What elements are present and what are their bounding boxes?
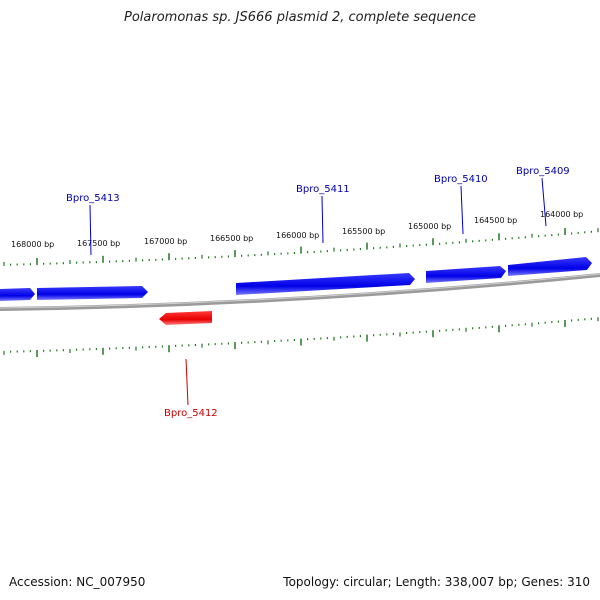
tick-label-164500: 164500 bp	[474, 216, 517, 225]
upper-tick-rail	[3, 228, 599, 266]
lower-tick-rail	[3, 317, 599, 357]
tick-label-165500: 165500 bp	[342, 227, 385, 236]
map-title: Polaromonas sp. JS666 plasmid 2, complet…	[123, 10, 476, 25]
gene-arrow-bpro-5413[interactable]	[37, 286, 148, 300]
gene-arrow-bpro-5409[interactable]	[508, 257, 592, 276]
tick-label-167000: 167000 bp	[144, 237, 187, 246]
tick-label-164000: 164000 bp	[540, 210, 583, 219]
leader-line-bpro-5412	[185, 358, 189, 406]
leader-line-bpro-5410	[460, 185, 464, 235]
tick-label-165000: 165000 bp	[408, 222, 451, 231]
gene-label-bpro-5411[interactable]: Bpro_5411	[296, 184, 350, 195]
tick-label-166000: 166000 bp	[276, 231, 319, 240]
accession-label: Accession: NC_007950	[9, 575, 146, 589]
tick-label-167500: 167500 bp	[77, 239, 120, 248]
gene-arrow-bpro-5411[interactable]	[236, 273, 415, 295]
gene-label-bpro-5410[interactable]: Bpro_5410	[434, 174, 488, 185]
gene-label-bpro-5413[interactable]: Bpro_5413	[66, 193, 120, 204]
tick-label-166500: 166500 bp	[210, 234, 253, 243]
gene-arrow-left-partial[interactable]	[0, 288, 35, 301]
leader-line-bpro-5411	[321, 195, 324, 244]
gene-label-bpro-5412[interactable]: Bpro_5412	[164, 408, 218, 419]
leader-line-bpro-5413	[89, 204, 92, 256]
summary-label: Topology: circular; Length: 338,007 bp; …	[283, 575, 590, 589]
gene-label-bpro-5409[interactable]: Bpro_5409	[516, 166, 570, 177]
plasmid-backbone	[0, 273, 600, 311]
gene-arrow-bpro-5410[interactable]	[426, 266, 506, 283]
leader-line-bpro-5409	[541, 177, 547, 227]
tick-label-168000: 168000 bp	[11, 240, 54, 249]
gene-arrow-bpro-5412[interactable]	[159, 311, 212, 325]
